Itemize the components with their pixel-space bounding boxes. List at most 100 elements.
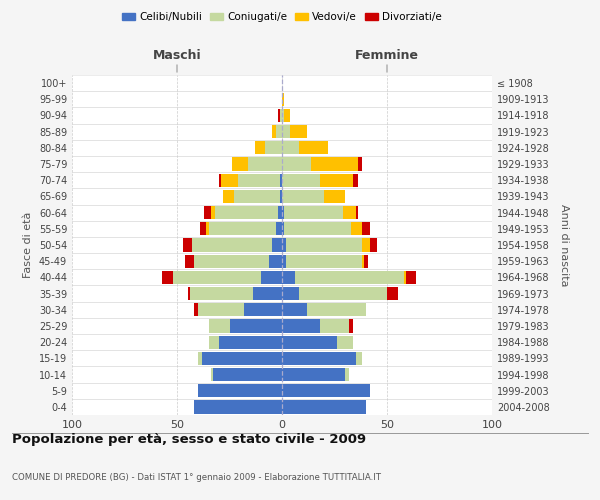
Bar: [198, 303, 244, 316]
Bar: [387, 287, 398, 300]
Bar: [358, 158, 362, 170]
Bar: [229, 320, 282, 332]
Bar: [370, 238, 377, 252]
Y-axis label: Fasce di età: Fasce di età: [23, 212, 33, 278]
Bar: [265, 141, 282, 154]
Bar: [404, 270, 406, 284]
Bar: [299, 141, 328, 154]
Bar: [282, 384, 370, 398]
Bar: [337, 336, 353, 349]
Bar: [215, 206, 278, 220]
Text: Maschi: Maschi: [152, 49, 202, 62]
Bar: [280, 174, 282, 187]
Bar: [261, 270, 282, 284]
Bar: [280, 190, 282, 203]
Bar: [185, 254, 194, 268]
Bar: [282, 141, 299, 154]
Bar: [282, 336, 337, 349]
Bar: [362, 222, 370, 235]
Y-axis label: Anni di nascita: Anni di nascita: [559, 204, 569, 286]
Text: Femmine: Femmine: [355, 49, 419, 62]
Bar: [209, 336, 219, 349]
Bar: [282, 174, 320, 187]
Bar: [173, 270, 261, 284]
Bar: [204, 206, 211, 220]
Bar: [198, 384, 282, 398]
Bar: [282, 303, 307, 316]
Bar: [295, 270, 404, 284]
Bar: [194, 254, 269, 268]
Bar: [324, 190, 345, 203]
Bar: [349, 320, 353, 332]
Bar: [282, 400, 366, 413]
Bar: [238, 174, 280, 187]
Bar: [282, 109, 284, 122]
Bar: [282, 254, 286, 268]
Bar: [282, 368, 345, 381]
Bar: [362, 254, 364, 268]
Bar: [244, 303, 282, 316]
Bar: [200, 222, 206, 235]
Legend: Celibi/Nubili, Coniugati/e, Vedovi/e, Divorziati/e: Celibi/Nubili, Coniugati/e, Vedovi/e, Di…: [118, 8, 446, 26]
Bar: [211, 206, 215, 220]
Bar: [353, 174, 358, 187]
Bar: [282, 287, 299, 300]
Bar: [364, 254, 368, 268]
Bar: [282, 270, 295, 284]
Bar: [188, 287, 190, 300]
Bar: [290, 125, 307, 138]
Bar: [190, 287, 253, 300]
Bar: [271, 125, 276, 138]
Bar: [223, 190, 234, 203]
Bar: [282, 222, 284, 235]
Bar: [253, 287, 282, 300]
Bar: [307, 303, 366, 316]
Bar: [284, 222, 352, 235]
Bar: [351, 222, 362, 235]
Bar: [311, 158, 358, 170]
Bar: [299, 287, 387, 300]
Bar: [213, 368, 282, 381]
Bar: [198, 352, 202, 365]
Bar: [282, 238, 286, 252]
Bar: [280, 109, 282, 122]
Bar: [282, 125, 290, 138]
Bar: [219, 174, 221, 187]
Bar: [406, 270, 416, 284]
Text: COMUNE DI PREDORE (BG) - Dati ISTAT 1° gennaio 2009 - Elaborazione TUTTITALIA.IT: COMUNE DI PREDORE (BG) - Dati ISTAT 1° g…: [12, 473, 381, 482]
Bar: [209, 320, 229, 332]
Bar: [320, 320, 349, 332]
Bar: [278, 206, 282, 220]
Bar: [345, 368, 349, 381]
Bar: [278, 109, 280, 122]
Bar: [192, 238, 271, 252]
Bar: [276, 222, 282, 235]
Bar: [254, 141, 265, 154]
Bar: [234, 190, 280, 203]
Bar: [276, 125, 282, 138]
Bar: [206, 222, 209, 235]
Bar: [282, 92, 284, 106]
Bar: [282, 206, 284, 220]
Text: Popolazione per età, sesso e stato civile - 2009: Popolazione per età, sesso e stato civil…: [12, 432, 366, 446]
Bar: [282, 158, 311, 170]
Bar: [355, 206, 358, 220]
Bar: [284, 109, 290, 122]
Bar: [282, 352, 355, 365]
Bar: [355, 352, 362, 365]
Bar: [282, 190, 324, 203]
Bar: [209, 222, 276, 235]
Bar: [194, 400, 282, 413]
Bar: [286, 254, 362, 268]
Bar: [162, 270, 173, 284]
Bar: [248, 158, 282, 170]
Bar: [211, 368, 213, 381]
Bar: [343, 206, 355, 220]
Bar: [202, 352, 282, 365]
Bar: [286, 238, 362, 252]
Bar: [271, 238, 282, 252]
Bar: [284, 206, 343, 220]
Bar: [219, 336, 282, 349]
Bar: [194, 303, 198, 316]
Bar: [184, 238, 192, 252]
